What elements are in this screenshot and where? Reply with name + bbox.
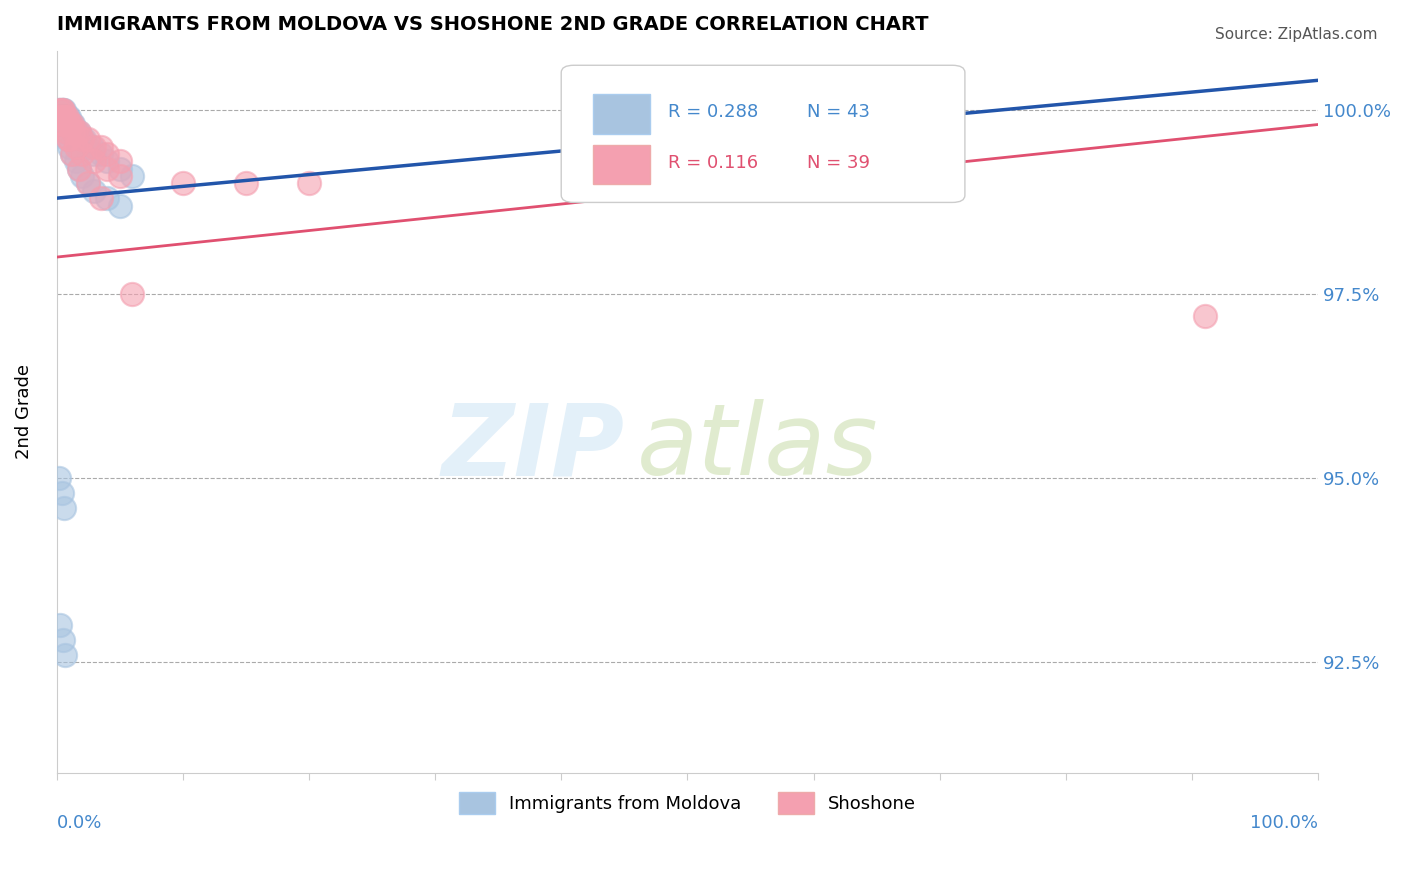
Point — [70, 147, 93, 161]
Text: R = 0.288: R = 0.288 — [668, 103, 759, 121]
Point — [52, 103, 75, 117]
Point — [60, 118, 83, 132]
Point — [73, 132, 96, 146]
Point — [62, 125, 84, 139]
Point — [55, 125, 77, 139]
Point — [66, 125, 89, 139]
Point — [77, 139, 100, 153]
Point — [96, 161, 118, 176]
Point — [55, 110, 77, 124]
Point — [65, 154, 87, 169]
Point — [48, 471, 70, 485]
Point — [1194, 309, 1216, 323]
Point — [77, 177, 100, 191]
Point — [51, 485, 73, 500]
Point — [52, 118, 75, 132]
Point — [52, 118, 75, 132]
Point — [58, 110, 80, 124]
Point — [48, 103, 70, 117]
Point — [108, 169, 131, 183]
Text: atlas: atlas — [637, 400, 879, 496]
Point — [56, 132, 79, 146]
Text: 100.0%: 100.0% — [1250, 814, 1319, 832]
Point — [108, 161, 131, 176]
Point — [59, 118, 82, 132]
Point — [65, 125, 87, 139]
Text: N = 39: N = 39 — [807, 153, 870, 172]
Point — [49, 110, 72, 124]
Point — [121, 287, 143, 301]
Point — [108, 198, 131, 212]
Point — [67, 125, 90, 139]
Text: ZIP: ZIP — [441, 400, 624, 496]
Point — [49, 110, 72, 124]
Point — [67, 125, 90, 139]
Point — [83, 184, 105, 198]
Point — [48, 103, 70, 117]
FancyBboxPatch shape — [593, 95, 650, 134]
Point — [70, 132, 93, 146]
Point — [77, 177, 100, 191]
Point — [172, 177, 194, 191]
Point — [96, 154, 118, 169]
Point — [83, 139, 105, 153]
Point — [51, 103, 73, 117]
Point — [298, 177, 321, 191]
Point — [55, 648, 77, 662]
FancyBboxPatch shape — [593, 145, 650, 185]
Point — [55, 110, 77, 124]
Point — [60, 118, 83, 132]
Point — [90, 139, 112, 153]
Point — [58, 132, 80, 146]
Point — [49, 618, 72, 632]
Y-axis label: 2nd Grade: 2nd Grade — [15, 364, 32, 459]
FancyBboxPatch shape — [561, 65, 965, 202]
Point — [53, 118, 76, 132]
Point — [96, 147, 118, 161]
Point — [83, 154, 105, 169]
Text: 0.0%: 0.0% — [56, 814, 103, 832]
Point — [235, 177, 257, 191]
Point — [83, 147, 105, 161]
Point — [55, 110, 77, 124]
Point — [121, 169, 143, 183]
Point — [65, 125, 87, 139]
Point — [53, 110, 76, 124]
Point — [55, 110, 77, 124]
Text: IMMIGRANTS FROM MOLDOVA VS SHOSHONE 2ND GRADE CORRELATION CHART: IMMIGRANTS FROM MOLDOVA VS SHOSHONE 2ND … — [56, 15, 928, 34]
Point — [49, 110, 72, 124]
Point — [58, 139, 80, 153]
Point — [56, 110, 79, 124]
Point — [52, 633, 75, 648]
Point — [62, 118, 84, 132]
Point — [67, 161, 90, 176]
Point — [65, 139, 87, 153]
Point — [53, 103, 76, 117]
Text: N = 43: N = 43 — [807, 103, 870, 121]
Point — [55, 125, 77, 139]
Point — [90, 147, 112, 161]
Text: R = 0.116: R = 0.116 — [668, 153, 759, 172]
Point — [70, 132, 93, 146]
Legend: Immigrants from Moldova, Shoshone: Immigrants from Moldova, Shoshone — [451, 785, 924, 822]
Point — [59, 118, 82, 132]
Point — [53, 500, 76, 515]
Point — [90, 191, 112, 205]
Point — [70, 169, 93, 183]
Point — [55, 132, 77, 146]
Point — [49, 103, 72, 117]
Point — [52, 103, 75, 117]
Point — [108, 154, 131, 169]
Point — [58, 118, 80, 132]
Point — [77, 132, 100, 146]
Point — [60, 147, 83, 161]
Point — [60, 147, 83, 161]
Point — [80, 139, 103, 153]
Point — [96, 191, 118, 205]
Point — [67, 161, 90, 176]
Point — [51, 103, 73, 117]
Text: Source: ZipAtlas.com: Source: ZipAtlas.com — [1215, 27, 1378, 42]
